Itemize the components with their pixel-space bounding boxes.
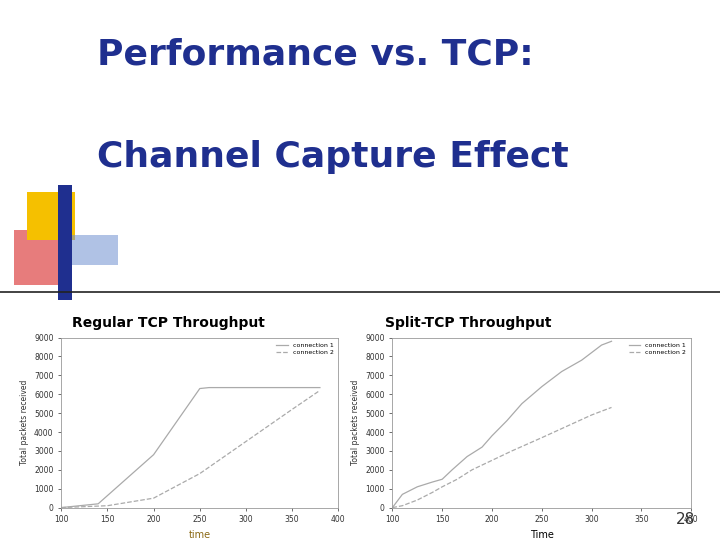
Text: 28: 28: [675, 511, 695, 526]
Text: Split-TCP Throughput: Split-TCP Throughput: [385, 316, 552, 330]
Y-axis label: Total packets received: Total packets received: [351, 380, 360, 465]
X-axis label: time: time: [189, 530, 211, 540]
Legend: connection 1, connection 2: connection 1, connection 2: [274, 341, 336, 357]
X-axis label: Time: Time: [530, 530, 554, 540]
Bar: [14, 230, 69, 285]
Y-axis label: Total packets received: Total packets received: [19, 380, 29, 465]
Text: Performance vs. TCP:: Performance vs. TCP:: [97, 38, 534, 72]
Bar: [58, 235, 118, 265]
Bar: [58, 185, 72, 300]
Text: Regular TCP Throughput: Regular TCP Throughput: [72, 316, 265, 330]
Legend: connection 1, connection 2: connection 1, connection 2: [627, 341, 688, 357]
Bar: [27, 192, 75, 240]
Text: Channel Capture Effect: Channel Capture Effect: [97, 140, 569, 174]
